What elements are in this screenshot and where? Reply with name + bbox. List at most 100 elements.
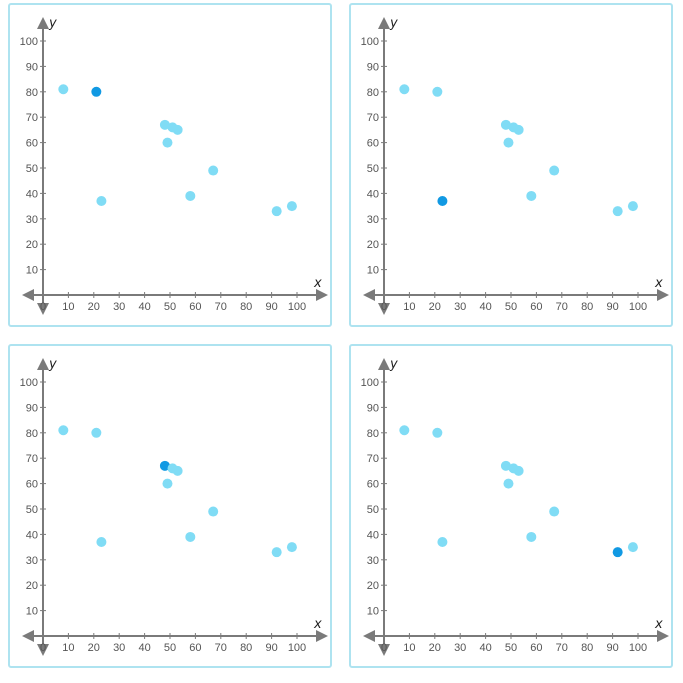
y-tick-label: 50 [367,163,379,175]
data-point[interactable] [500,460,511,471]
y-tick-label: 60 [367,138,379,150]
y-tick-label: 80 [26,428,38,440]
x-tick-label: 100 [288,642,306,654]
data-point[interactable] [208,165,219,176]
scatter-plot-2: 0 10 20 30 40 50 60 70 80 90 100 10 20 30 40 50 60 70 80 90… [361,16,669,315]
x-tick-label: 70 [556,301,568,313]
y-tick-label: 50 [26,163,38,175]
x-tick-label: 60 [189,301,201,313]
data-point[interactable] [58,425,69,436]
x-tick-label: 80 [240,301,252,313]
y-tick-label: 70 [26,453,38,465]
data-point[interactable] [96,537,107,548]
y-tick-label: 20 [367,580,379,592]
y-tick-label: 30 [367,555,379,567]
data-point[interactable] [503,478,514,489]
highlighted-data-point[interactable] [159,460,170,471]
x-tick-label: 90 [606,642,618,654]
x-tick-label: 50 [164,642,176,654]
data-point[interactable] [185,531,196,542]
scatter-panel-3[interactable]: 0 10 20 30 40 50 60 70 80 90 100 10 20 30 40 50 60 70 80 90… [8,344,332,668]
x-tick-label: 40 [138,642,150,654]
scatter-panel-2[interactable]: 0 10 20 30 40 50 60 70 80 90 100 10 20 30 40 50 60 70 80 90… [349,3,673,327]
data-point[interactable] [162,478,173,489]
data-point[interactable] [526,190,537,201]
y-tick-label: 100 [20,377,38,389]
x-tick-label: 30 [454,642,466,654]
highlighted-data-point[interactable] [612,547,623,558]
x-axis-arrow-right-icon [316,630,328,642]
x-axis-arrow-left-icon [22,630,34,642]
data-point[interactable] [513,465,524,476]
y-tick-label: 20 [367,239,379,251]
data-point[interactable] [513,124,524,135]
y-tick-label: 30 [26,214,38,226]
y-tick-label: 10 [367,265,379,277]
x-tick-label: 80 [240,642,252,654]
y-tick-label: 80 [26,87,38,99]
y-tick-label: 80 [367,428,379,440]
y-tick-label: 40 [367,188,379,200]
highlighted-data-point[interactable] [437,196,448,207]
y-axis-arrow-down-icon [378,644,390,656]
data-point[interactable] [208,506,219,517]
data-point[interactable] [96,196,107,207]
data-point[interactable] [549,165,560,176]
data-point[interactable] [91,427,102,438]
data-point[interactable] [271,206,282,217]
data-point[interactable] [437,537,448,548]
x-tick-label: 60 [189,642,201,654]
y-axis-arrow-up-icon [378,17,390,29]
y-axis-arrow-up-icon [37,17,49,29]
y-tick-label: 90 [367,402,379,414]
data-point[interactable] [399,425,410,436]
data-point[interactable] [185,190,196,201]
x-tick-label: 10 [62,642,74,654]
y-tick-label: 40 [367,529,379,541]
y-tick-label: 60 [26,138,38,150]
data-point[interactable] [627,542,638,553]
data-point[interactable] [162,137,173,148]
scatter-panel-4[interactable]: 0 10 20 30 40 50 60 70 80 90 100 10 20 30 40 50 60 70 80 90… [349,344,673,668]
y-axis-title: y [48,16,57,31]
x-axis-title: x [654,617,663,632]
data-point[interactable] [432,427,443,438]
x-axis-arrow-left-icon [22,289,34,301]
x-tick-label: 40 [479,642,491,654]
y-tick-label: 40 [26,529,38,541]
x-tick-label: 100 [288,301,306,313]
data-point[interactable] [500,119,511,130]
data-point[interactable] [549,506,560,517]
highlighted-data-point[interactable] [91,86,102,97]
y-axis-arrow-down-icon [37,644,49,656]
x-tick-label: 100 [629,642,647,654]
y-tick-label: 20 [26,239,38,251]
data-point[interactable] [627,201,638,212]
x-tick-label: 90 [606,301,618,313]
y-tick-label: 10 [367,606,379,618]
data-point[interactable] [432,86,443,97]
data-point[interactable] [286,201,297,212]
x-tick-label: 70 [556,642,568,654]
y-tick-label: 60 [26,479,38,491]
y-tick-label: 20 [26,580,38,592]
x-tick-label: 10 [403,642,415,654]
data-point[interactable] [286,542,297,553]
data-point[interactable] [271,547,282,558]
y-tick-label: 70 [367,112,379,124]
data-point[interactable] [172,124,183,135]
data-point[interactable] [159,119,170,130]
scatter-panel-1[interactable]: 0 10 20 30 40 50 60 70 80 90 100 10 20 30 40 50 60 70 80 90… [8,3,332,327]
x-tick-label: 40 [138,301,150,313]
data-point[interactable] [503,137,514,148]
x-tick-label: 40 [479,301,491,313]
data-point[interactable] [612,206,623,217]
data-point[interactable] [58,84,69,95]
data-point[interactable] [526,531,537,542]
x-axis-title: x [313,276,322,291]
y-tick-label: 50 [26,504,38,516]
data-point[interactable] [399,84,410,95]
y-tick-label: 100 [361,36,379,48]
y-axis-title: y [48,357,57,372]
data-point[interactable] [172,465,183,476]
